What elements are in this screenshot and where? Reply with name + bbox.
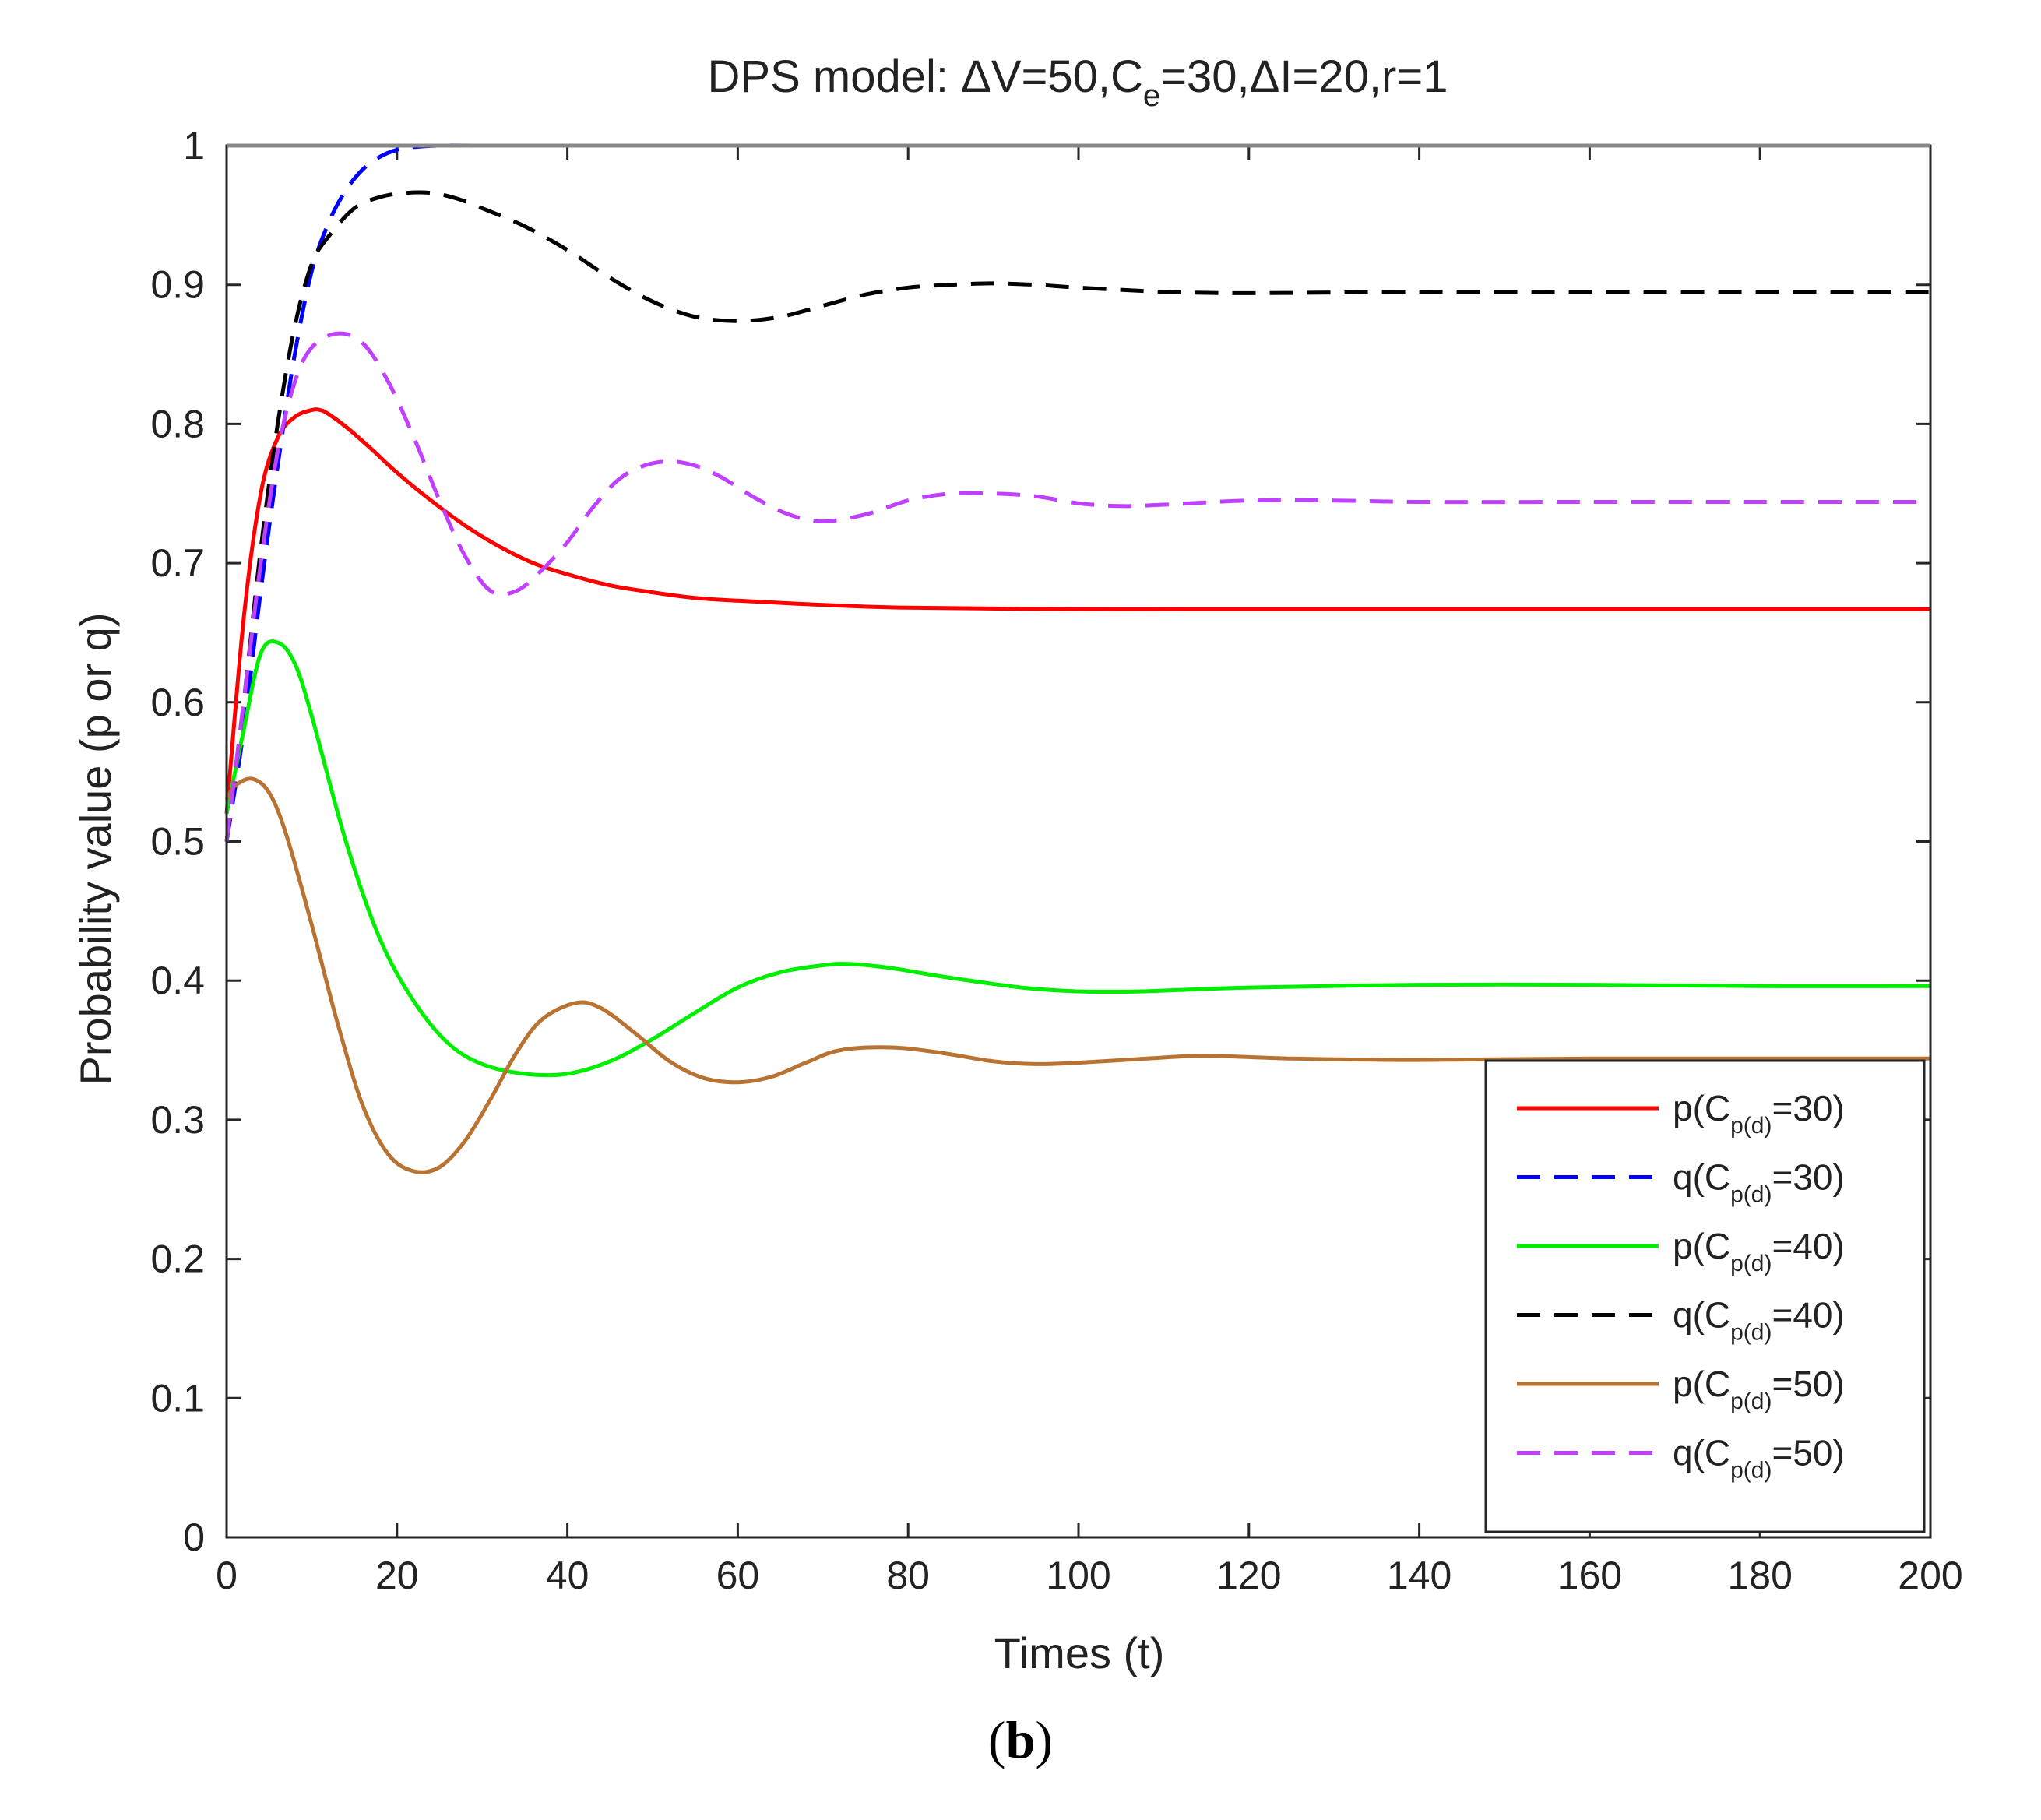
series-line-6 (224, 331, 1930, 842)
legend-label-prefix: q(C (1673, 1157, 1730, 1198)
x-tick-label: 200 (1898, 1554, 1962, 1597)
y-tick-label: 0.9 (150, 263, 205, 307)
legend-label-suffix: =40) (1772, 1226, 1844, 1266)
chart-title: DPS model: ΔV=50,Ce=30,ΔI=20,r=1 (708, 51, 1448, 113)
sub-label-open: ( (987, 1710, 1006, 1769)
legend-label-subscript: p(d) (1730, 1320, 1772, 1346)
legend-label-6: q(Cp(d)=50) (1673, 1433, 1845, 1484)
legend-label-subscript: p(d) (1730, 1389, 1772, 1414)
x-tick-label: 160 (1557, 1554, 1622, 1597)
legend-label-5: p(Cp(d)=50) (1673, 1364, 1845, 1414)
x-tick-label: 80 (886, 1554, 930, 1597)
legend-label-suffix: =30) (1772, 1157, 1844, 1198)
y-tick-label: 0.1 (150, 1376, 205, 1420)
legend-label-suffix: =50) (1772, 1364, 1844, 1404)
y-tick-label: 0 (183, 1515, 205, 1559)
x-tick-label: 20 (375, 1554, 419, 1597)
series-line-2 (224, 143, 1930, 842)
y-tick-label: 0.3 (150, 1098, 205, 1142)
y-axis-label: Probability value (p or q) (71, 613, 120, 1086)
legend-label-2: q(Cp(d)=30) (1673, 1157, 1845, 1208)
legend: p(Cp(d)=30)q(Cp(d)=30)p(Cp(d)=40)q(Cp(d)… (1484, 1059, 1926, 1533)
series-line-4 (224, 190, 1930, 842)
legend-label-suffix: =40) (1772, 1295, 1844, 1336)
y-tick-label: 0.7 (150, 541, 205, 585)
figure-sub-label: (b) (0, 1709, 2041, 1771)
legend-label-subscript: p(d) (1730, 1113, 1772, 1139)
legend-label-4: q(Cp(d)=40) (1673, 1295, 1845, 1346)
chart-title-rest: =30,ΔI=20,r=1 (1160, 51, 1448, 102)
legend-label-suffix: =30) (1772, 1088, 1844, 1128)
series-line-3 (224, 639, 1931, 1078)
legend-label-prefix: p(C (1673, 1088, 1730, 1128)
legend-label-subscript: p(d) (1730, 1458, 1772, 1484)
y-tick-label: 0.8 (150, 402, 205, 445)
x-tick-label: 100 (1046, 1554, 1110, 1597)
legend-label-subscript: p(d) (1730, 1182, 1772, 1208)
y-tick-label: 0.5 (150, 820, 205, 864)
y-tick-label: 1 (183, 124, 205, 167)
axis-ticks: 0 20 40 60 80 100 120 140 160 180 200 0 0.1 0.2 0.3 0.4… (150, 124, 1962, 1597)
legend-label-prefix: p(C (1673, 1364, 1730, 1404)
legend-label-prefix: q(C (1673, 1295, 1730, 1336)
x-tick-label: 60 (716, 1554, 760, 1597)
series-lines (224, 143, 1931, 1174)
x-tick-label: 140 (1387, 1554, 1452, 1597)
y-tick-label: 0.2 (150, 1237, 205, 1281)
y-tick-label: 0.6 (150, 681, 205, 724)
x-tick-label: 180 (1727, 1554, 1792, 1597)
x-tick-label: 40 (546, 1554, 589, 1597)
legend-label-subscript: p(d) (1730, 1251, 1772, 1276)
legend-label-suffix: =50) (1772, 1433, 1844, 1473)
legend-label-prefix: p(C (1673, 1226, 1730, 1266)
chart-title-subscript: e (1143, 79, 1160, 113)
series-line-5 (224, 776, 1930, 1174)
x-axis-label: Times (t) (994, 1628, 1165, 1677)
legend-label-3: p(Cp(d)=40) (1673, 1226, 1845, 1276)
series-line-1 (224, 407, 1930, 815)
legend-label-1: p(Cp(d)=30) (1673, 1088, 1845, 1139)
legend-label-prefix: q(C (1673, 1433, 1730, 1473)
x-tick-label: 120 (1216, 1554, 1281, 1597)
sub-label-close: ) (1035, 1710, 1054, 1769)
sub-label-letter: b (1005, 1710, 1036, 1769)
x-tick-label: 0 (216, 1554, 238, 1597)
y-tick-label: 0.4 (150, 959, 205, 1002)
chart-title-main: DPS model: ΔV=50,C (708, 51, 1143, 102)
